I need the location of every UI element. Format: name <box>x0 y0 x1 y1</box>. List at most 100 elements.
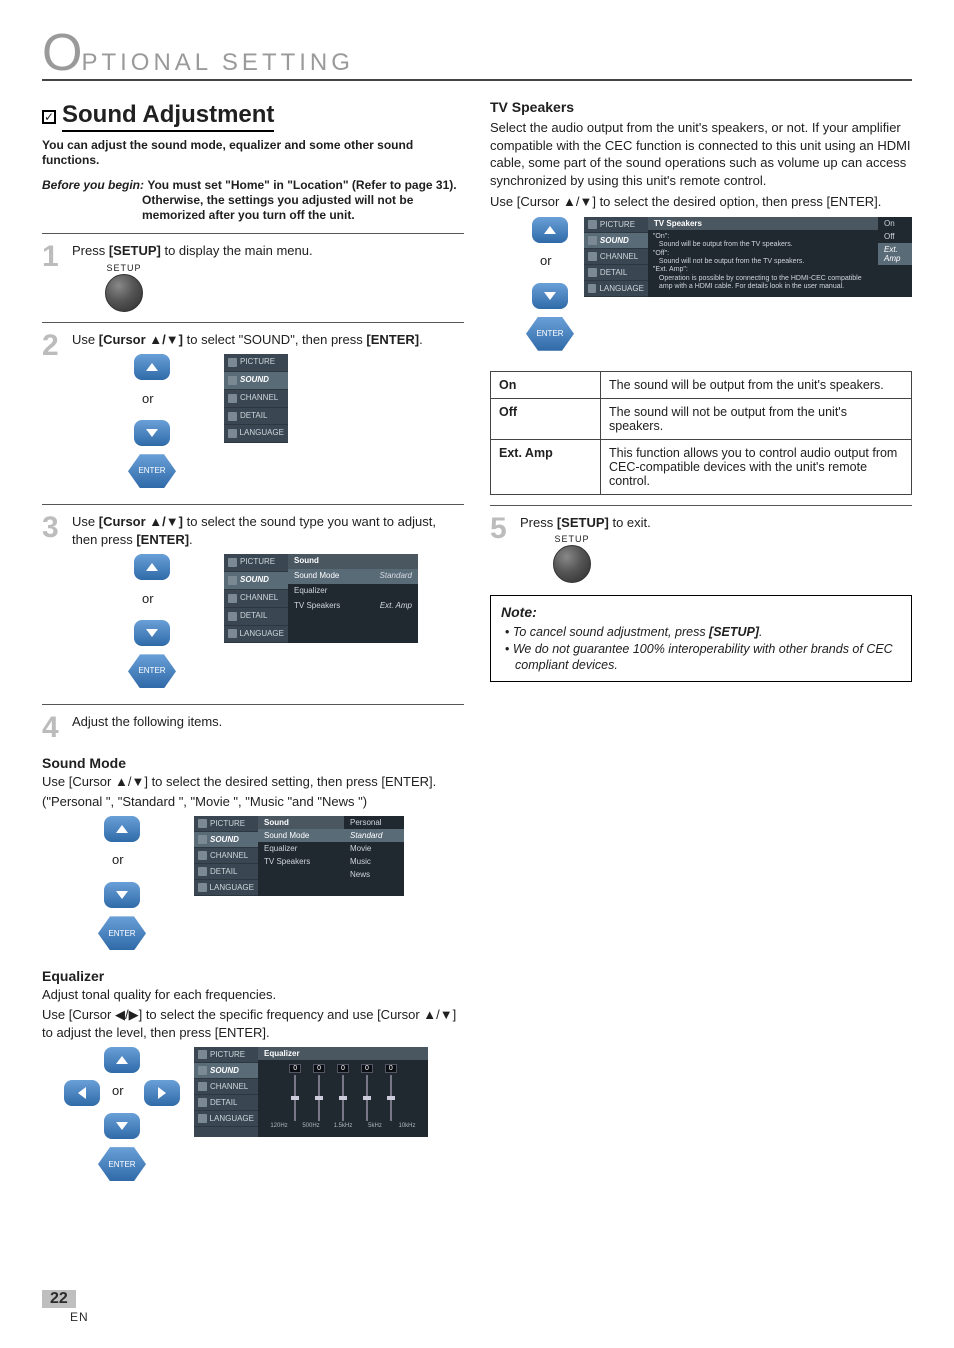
remote-updown: or ENTER <box>102 354 202 494</box>
t: Standard <box>380 571 412 582</box>
step-number: 4 <box>42 713 62 743</box>
t: [ENTER] <box>826 194 877 209</box>
osd-option: Standard <box>344 829 404 842</box>
t: [Cursor <box>517 194 563 209</box>
before-line3: memorized after you turn off the unit. <box>142 208 464 223</box>
osd-menu-side-only: PICTURE SOUND CHANNEL DETAIL LANGUAGE <box>224 354 288 443</box>
detail-icon <box>198 867 207 876</box>
channel-icon <box>198 1082 207 1091</box>
t: . <box>419 332 423 347</box>
sound-mode-options-text: ("Personal ", "Standard ", "Movie ", "Mu… <box>42 793 464 811</box>
osd-main: Sound Sound Mode Equalizer TV Speakers <box>258 816 344 896</box>
t: TV Speakers <box>294 601 340 612</box>
osd-side-item: DETAIL <box>224 408 288 426</box>
table-val: This function allows you to control audi… <box>601 439 912 494</box>
or-label: or <box>112 852 124 867</box>
equalizer-text1: Adjust tonal quality for each frequencie… <box>42 986 464 1004</box>
or-label: or <box>540 253 552 268</box>
language-icon <box>228 429 237 438</box>
setup-button-graphic: SETUP <box>542 533 602 583</box>
detail-icon <box>228 612 237 621</box>
t: TV Speakers <box>264 857 310 866</box>
osd-side-item: DETAIL <box>194 1095 258 1111</box>
osd-side-item: SOUND <box>224 372 288 390</box>
osd-side-item: PICTURE <box>194 1047 258 1063</box>
t: [Cursor <box>377 1007 423 1022</box>
osd-main-row: TV Speakers <box>258 855 344 868</box>
tv-speakers-paragraph: Select the audio output from the unit's … <box>490 119 912 189</box>
t: Use <box>42 774 69 789</box>
page: O PTIONAL SETTING ✓ Sound Adjustment You… <box>0 0 954 1348</box>
enter-button-icon: ENTER <box>98 916 146 950</box>
eq-freq-labels: 120Hz 500Hz 1.5kHz 5kHz 10kHz <box>258 1121 428 1133</box>
step-number: 5 <box>490 514 510 544</box>
picture-icon <box>588 220 597 229</box>
or-label: or <box>112 1083 124 1098</box>
divider <box>42 504 464 505</box>
t: to display the main menu. <box>161 243 313 258</box>
t: ] <box>453 1007 457 1022</box>
step-text: Press [SETUP] to display the main menu. … <box>72 242 464 312</box>
header-title: PTIONAL SETTING <box>81 49 353 77</box>
cursor-down-icon <box>134 420 170 446</box>
osd-side-item: DETAIL <box>584 265 648 281</box>
table-row: Ext. AmpThis function allows you to cont… <box>491 439 912 494</box>
step-text: Use [Cursor ] to select "SOUND", then pr… <box>72 331 464 495</box>
language-icon <box>198 1114 207 1123</box>
eq-val: 0 <box>361 1064 373 1073</box>
setup-button-icon <box>553 545 591 583</box>
remote-updown: or ENTER <box>72 816 172 956</box>
osd-option: Personal <box>344 816 404 829</box>
note-box: Note: To cancel sound adjustment, press … <box>490 595 912 682</box>
cursor-up-icon <box>134 354 170 380</box>
t: [ENTER] <box>215 1025 266 1040</box>
eq-label: 1.5kHz <box>330 1123 356 1129</box>
page-header: O PTIONAL SETTING <box>42 30 912 81</box>
table-val: The sound will not be output from the un… <box>601 398 912 439</box>
cursor-down-icon <box>532 283 568 309</box>
divider <box>42 704 464 705</box>
cursor-down-icon <box>104 1113 140 1139</box>
sound-icon <box>228 376 237 385</box>
eq-slider: 0 <box>385 1064 397 1121</box>
t: Use <box>72 332 99 347</box>
osd-side-item: SOUND <box>224 572 288 590</box>
eq-slider: 0 <box>361 1064 373 1121</box>
osd-side-item: DETAIL <box>194 864 258 880</box>
t: LANGUAGE <box>210 1114 254 1123</box>
step-text: Adjust the following items. <box>72 713 464 731</box>
t: PICTURE <box>210 819 245 828</box>
eq-label: 120Hz <box>266 1123 292 1129</box>
picture-icon <box>198 819 207 828</box>
osd-side: PICTURE SOUND CHANNEL DETAIL LANGUAGE <box>224 354 288 443</box>
osd-side-item: LANGUAGE <box>224 626 288 644</box>
picture-icon <box>198 1050 207 1059</box>
osd-main-row: Sound Mode <box>258 829 344 842</box>
page-lang: EN <box>70 1310 89 1324</box>
osd-side: PICTURE SOUND CHANNEL DETAIL LANGUAGE <box>224 554 288 643</box>
t: . <box>433 774 437 789</box>
osd-side-item: CHANNEL <box>584 249 648 265</box>
step-number: 3 <box>42 513 62 543</box>
step-4: 4 Adjust the following items. <box>42 713 464 743</box>
t: DETAIL <box>240 611 267 622</box>
page-footer: 22 EN <box>42 1290 89 1326</box>
cursor-updown-icon <box>115 774 144 789</box>
osd-main: TV Speakers "On": Sound will be output f… <box>648 217 878 297</box>
checkbox-icon: ✓ <box>42 110 56 124</box>
osd-main-row: Equalizer <box>258 842 344 855</box>
eq-label: 5kHz <box>362 1123 388 1129</box>
osd-side: PICTURE SOUND CHANNEL DETAIL LANGUAGE <box>584 217 648 297</box>
cursor-leftright-icon <box>115 1007 139 1022</box>
t: [Cursor <box>99 332 150 347</box>
osd-side-item: LANGUAGE <box>224 425 288 443</box>
osd-side-item: PICTURE <box>224 554 288 572</box>
osd-main-title: Sound <box>258 816 344 829</box>
osd-option: Ext. Amp <box>878 243 912 265</box>
t: . <box>189 532 193 547</box>
osd-side-item: LANGUAGE <box>194 1111 258 1127</box>
t: [SETUP] <box>109 243 161 258</box>
t: Sound will not be output from the TV spe… <box>653 258 873 266</box>
tv-speakers-table: OnThe sound will be output from the unit… <box>490 371 912 495</box>
divider <box>490 505 912 506</box>
